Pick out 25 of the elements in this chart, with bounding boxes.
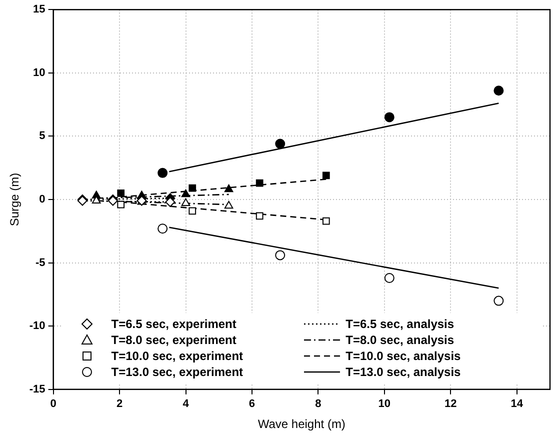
- x-tick-label: 14: [510, 398, 524, 410]
- legend-label: T=6.5 sec, analysis: [346, 317, 454, 332]
- legend-label: T=10.0 sec, analysis: [346, 349, 461, 364]
- y-tick-label: -15: [29, 383, 46, 396]
- y-tick-label: -10: [29, 320, 46, 332]
- legend-label: T=6.5 sec, experiment: [111, 317, 236, 332]
- legend-label: T=13.0 sec, experiment: [111, 365, 244, 380]
- x-tick-label: 10: [378, 398, 391, 410]
- y-tick-label: 5: [39, 130, 46, 142]
- x-tick-label: 4: [182, 398, 190, 410]
- y-axis-title: Surge (m): [8, 172, 22, 226]
- x-tick-label: 2: [116, 398, 123, 410]
- y-tick-label: 10: [33, 66, 46, 79]
- legend-label: T=10.0 sec, experiment: [111, 349, 244, 364]
- x-axis-title: Wave height (m): [258, 417, 346, 432]
- x-tick-label: 12: [444, 398, 457, 410]
- legend-label: T=8.0 sec, experiment: [111, 333, 236, 348]
- x-tick-label: 6: [248, 398, 256, 410]
- x-tick-label: 8: [315, 398, 322, 410]
- y-tick-label: -5: [36, 256, 46, 269]
- y-tick-label: 15: [33, 4, 46, 16]
- legend-label: T=8.0 sec, analysis: [346, 333, 454, 348]
- legend-label: T=13.0 sec, analysis: [346, 365, 461, 380]
- x-tick-label: 0: [50, 398, 56, 410]
- y-tick-label: 0: [39, 194, 46, 206]
